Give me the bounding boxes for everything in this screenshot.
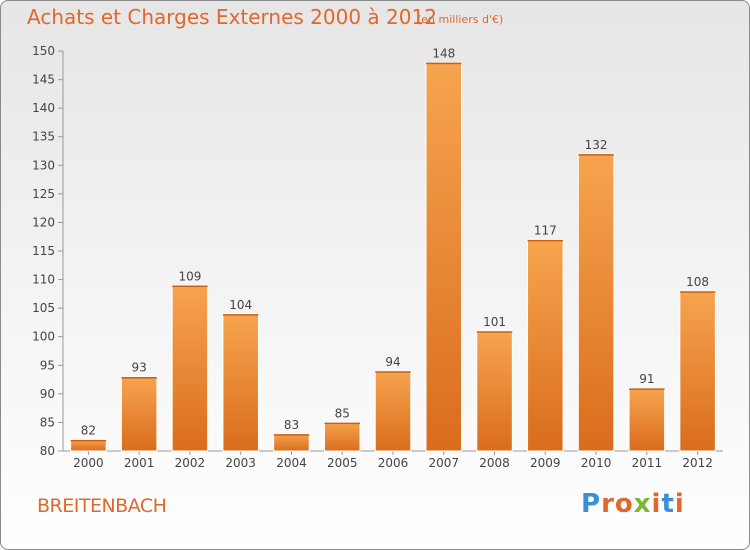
y-tick-label: 115 — [32, 244, 55, 258]
logo-letter: P — [581, 489, 602, 519]
y-tick-label: 100 — [32, 330, 55, 344]
y-tick-label: 90 — [40, 387, 55, 401]
bar — [120, 376, 158, 452]
data-label: 109 — [178, 269, 201, 283]
y-tick-label: 135 — [32, 130, 55, 144]
bar — [374, 370, 412, 452]
logo-letter: o — [614, 489, 634, 519]
x-tick-label: 2003 — [225, 456, 256, 470]
logo-letter: i — [674, 489, 685, 519]
bar — [476, 330, 513, 452]
bar — [70, 439, 107, 452]
bar — [171, 284, 209, 452]
data-label: 148 — [432, 46, 455, 60]
data-label: 85 — [335, 406, 350, 420]
x-tick-label: 2000 — [73, 456, 104, 470]
x-tick-label: 2002 — [175, 456, 206, 470]
y-tick-label: 80 — [40, 444, 55, 458]
axes: 80 85 90 95 100 105 110 115 120 125 130 135 140 145 15… — [32, 44, 723, 470]
bar — [273, 433, 310, 452]
y-tick-label: 140 — [32, 101, 55, 115]
bar — [222, 313, 259, 452]
data-label: 83 — [284, 418, 299, 432]
x-tick-label: 2011 — [632, 456, 663, 470]
data-label: 104 — [229, 298, 252, 312]
data-labels: 82 93 109 104 83 85 94 148 101 117 132 91 108 — [81, 46, 709, 437]
data-label: 117 — [534, 224, 557, 238]
chart-title: Achats et Charges Externes 2000 à 2012 — [27, 5, 437, 29]
data-label: 108 — [686, 275, 709, 289]
proxiti-logo: Proxiti — [581, 489, 685, 519]
x-tick-label: 2012 — [682, 456, 713, 470]
x-tick-label: 2001 — [124, 456, 155, 470]
y-tick-label: 125 — [32, 187, 55, 201]
data-label: 93 — [132, 361, 147, 375]
bar — [527, 239, 564, 452]
x-tick-label: 2008 — [479, 456, 510, 470]
logo-letter: t — [661, 489, 675, 519]
bar — [577, 153, 615, 452]
bar — [628, 387, 666, 452]
x-tick-label: 2004 — [276, 456, 307, 470]
y-tick-label: 95 — [40, 358, 55, 372]
x-tick-label: 2005 — [327, 456, 358, 470]
logo-letter: i — [651, 489, 662, 519]
data-label: 82 — [81, 424, 96, 438]
x-tick-label: 2006 — [378, 456, 409, 470]
bars — [70, 61, 716, 452]
data-label: 101 — [483, 315, 506, 329]
x-tick-label: 2007 — [428, 456, 459, 470]
logo-letter: x — [633, 489, 652, 519]
commune-name: BREITENBACH — [37, 495, 167, 517]
data-label: 132 — [585, 138, 608, 152]
bar — [679, 290, 716, 452]
x-tick-label: 2009 — [530, 456, 561, 470]
y-tick-label: 105 — [32, 301, 55, 315]
chart-subtitle: (en milliers d'€) — [417, 13, 504, 26]
logo-letter: r — [601, 489, 615, 519]
y-tick-label: 85 — [40, 415, 55, 429]
y-tick-label: 130 — [32, 158, 55, 172]
y-tick-label: 150 — [32, 44, 55, 58]
x-tick-label: 2010 — [581, 456, 612, 470]
bar-chart: 80 85 90 95 100 105 110 115 120 125 130 135 140 145 15… — [32, 44, 723, 470]
bar — [425, 61, 463, 452]
data-label: 91 — [639, 372, 654, 386]
data-label: 94 — [385, 355, 400, 369]
bar — [323, 421, 361, 452]
y-tick-label: 110 — [32, 273, 55, 287]
y-tick-label: 120 — [32, 215, 55, 229]
y-tick-label: 145 — [32, 73, 55, 87]
